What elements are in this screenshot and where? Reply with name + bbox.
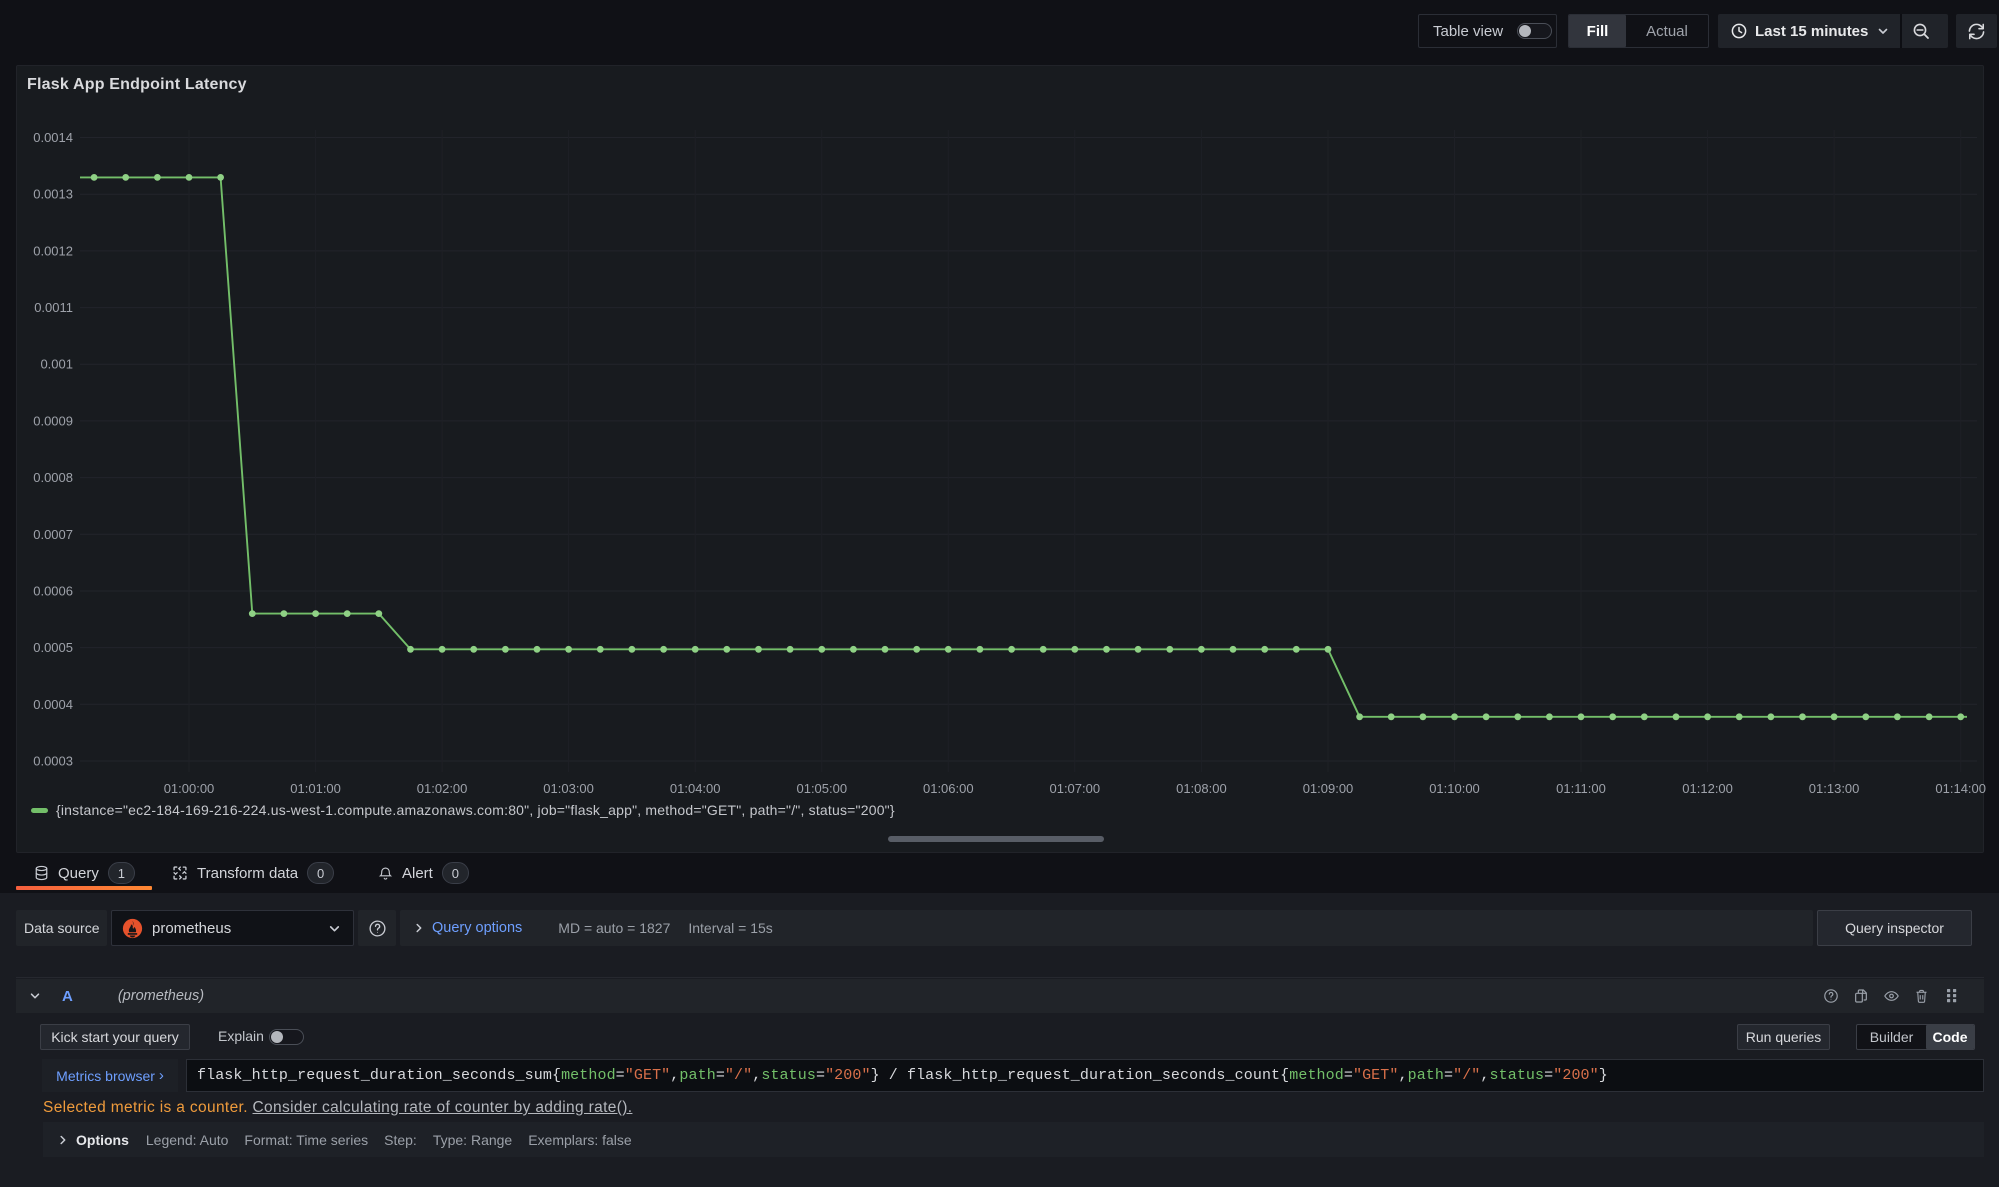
svg-text:0.0007: 0.0007 [33,527,73,542]
svg-text:01:12:00: 01:12:00 [1682,781,1733,796]
svg-text:0.0008: 0.0008 [33,470,73,485]
svg-text:0.0014: 0.0014 [33,130,73,145]
svg-text:01:03:00: 01:03:00 [543,781,594,796]
svg-text:01:06:00: 01:06:00 [923,781,974,796]
svg-text:0.0003: 0.0003 [33,754,73,769]
svg-text:01:14:00: 01:14:00 [1935,781,1986,796]
svg-text:01:11:00: 01:11:00 [1556,781,1606,796]
svg-text:01:04:00: 01:04:00 [670,781,721,796]
svg-text:0.0012: 0.0012 [33,243,73,258]
svg-text:0.0013: 0.0013 [33,187,73,202]
svg-text:0.0004: 0.0004 [33,697,73,712]
svg-text:01:08:00: 01:08:00 [1176,781,1227,796]
svg-text:0.0011: 0.0011 [34,300,73,315]
svg-text:01:10:00: 01:10:00 [1429,781,1480,796]
svg-text:01:13:00: 01:13:00 [1809,781,1860,796]
svg-text:01:00:00: 01:00:00 [164,781,215,796]
svg-text:01:01:00: 01:01:00 [290,781,341,796]
svg-text:0.0005: 0.0005 [33,640,73,655]
svg-text:01:05:00: 01:05:00 [796,781,847,796]
svg-text:01:02:00: 01:02:00 [417,781,468,796]
svg-text:0.001: 0.001 [40,357,73,372]
svg-text:01:07:00: 01:07:00 [1049,781,1100,796]
svg-text:0.0009: 0.0009 [33,413,73,428]
svg-text:01:09:00: 01:09:00 [1303,781,1354,796]
svg-text:0.0006: 0.0006 [33,584,73,599]
